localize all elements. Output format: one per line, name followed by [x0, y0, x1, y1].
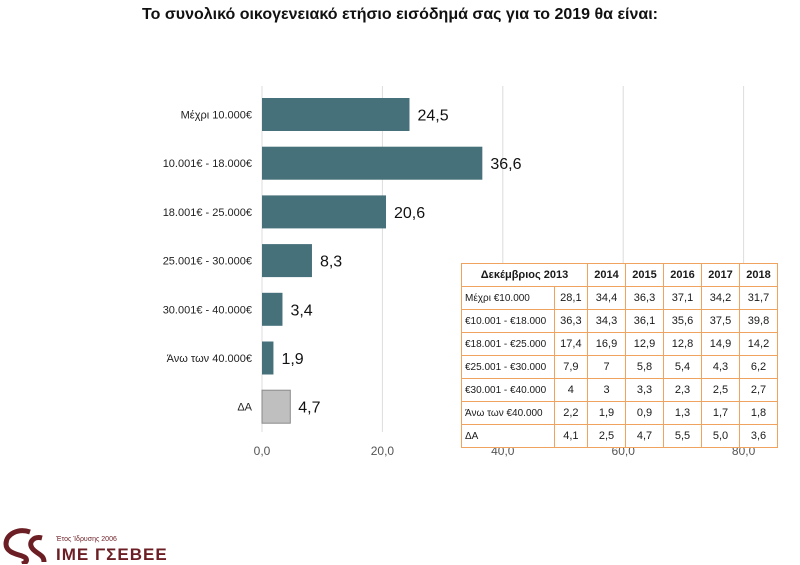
category-label: ΔΑ — [237, 402, 252, 414]
bar — [262, 195, 387, 229]
value-label: 24,5 — [417, 108, 448, 125]
history-table-row: €10.001 - €18.000 36,3 34,3 36,1 35,6 37,5 39,… — [461, 309, 778, 333]
table-cell: 2,5 — [701, 378, 740, 402]
bar — [262, 146, 483, 180]
row-label: €25.001 - €30.000 — [461, 355, 555, 379]
table-cell: 34,2 — [701, 286, 740, 310]
table-cell: 39,8 — [739, 309, 778, 333]
category-label: 10.001€ - 18.000€ — [163, 158, 252, 170]
table-cell: 2,5 — [587, 424, 626, 448]
bar — [262, 244, 312, 278]
table-cell: 1,8 — [739, 401, 778, 425]
table-cell: 1,7 — [701, 401, 740, 425]
table-cell: 4,7 — [625, 424, 664, 448]
chart-title: Το συνολικό οικογενειακό ετήσιο εισόδημά… — [142, 6, 658, 23]
history-table-row: €18.001 - €25.000 17,4 16,9 12,9 12,8 14,9 14,… — [461, 332, 778, 356]
table-cell: 1,9 — [587, 401, 626, 425]
history-table-row: ΔΑ 4,1 2,5 4,7 5,5 5,0 3,6 — [461, 424, 778, 448]
logo-tagline: Έτος Ίδρυσης 2006 — [56, 536, 117, 543]
header-cell: 2014 — [587, 263, 626, 287]
value-label: 20,6 — [394, 205, 425, 222]
table-cell: 12,9 — [625, 332, 664, 356]
table-cell: 14,9 — [701, 332, 740, 356]
history-table-row: Άνω των €40.000 2,2 1,9 0,9 1,3 1,7 1,8 — [461, 401, 778, 425]
row-label: €10.001 - €18.000 — [461, 309, 555, 333]
category-label: 18.001€ - 25.000€ — [163, 207, 252, 219]
category-label: 30.001€ - 40.000€ — [163, 304, 252, 316]
value-label: 1,9 — [281, 351, 303, 368]
ime-gsevee-logo: Έτος Ίδρυσης 2006 ΙΜΕ ΓΣΕΒΕΕ — [0, 520, 200, 565]
value-labels: 24,5 36,6 20,6 8,3 3,4 1,9 4,7 — [281, 108, 521, 417]
header-cell: 2016 — [663, 263, 702, 287]
table-cell: 34,3 — [587, 309, 626, 333]
table-cell: 36,3 — [553, 309, 589, 333]
table-cell: 1,3 — [663, 401, 702, 425]
table-cell: 4,3 — [701, 355, 740, 379]
row-label: ΔΑ — [461, 424, 555, 448]
row-label: Άνω των €40.000 — [461, 401, 555, 425]
table-cell: 5,8 — [625, 355, 664, 379]
value-label: 36,6 — [490, 156, 521, 173]
value-label: 8,3 — [320, 254, 342, 271]
table-cell: 12,8 — [663, 332, 702, 356]
table-cell: 3,6 — [739, 424, 778, 448]
table-cell: 0,9 — [625, 401, 664, 425]
header-cell: 2017 — [701, 263, 740, 287]
table-cell: 5,4 — [663, 355, 702, 379]
table-cell: 2,7 — [739, 378, 778, 402]
bar — [262, 341, 274, 375]
table-cell: 4,1 — [553, 424, 589, 448]
history-table-header-row: Δεκέμβριος 2013 2014 2015 2016 2017 2018 — [461, 263, 778, 287]
table-cell: 3,3 — [625, 378, 664, 402]
history-table-row: Μέχρι €10.000 28,1 34,4 36,3 37,1 34,2 31,7 — [461, 286, 778, 310]
header-cell: 2015 — [625, 263, 664, 287]
header-cell: 2018 — [739, 263, 778, 287]
table-cell: 34,4 — [587, 286, 626, 310]
x-tick-label: 0,0 — [254, 444, 271, 458]
category-label: 25.001€ - 30.000€ — [163, 256, 252, 268]
category-label: Μέχρι 10.000€ — [181, 110, 252, 122]
table-cell: 5,0 — [701, 424, 740, 448]
table-cell: 37,5 — [701, 309, 740, 333]
table-cell: 2,3 — [663, 378, 702, 402]
table-cell: 35,6 — [663, 309, 702, 333]
value-label: 3,4 — [290, 302, 312, 319]
bars — [261, 98, 483, 424]
category-label: Άνω των 40.000€ — [167, 353, 252, 365]
table-cell: 7 — [587, 355, 626, 379]
table-cell: 3 — [587, 378, 626, 402]
x-tick-label: 20,0 — [371, 444, 395, 458]
history-table-row: €30.001 - €40.000 4 3 3,3 2,3 2,5 2,7 — [461, 378, 778, 402]
table-cell: 6,2 — [739, 355, 778, 379]
table-cell: 16,9 — [587, 332, 626, 356]
table-cell: 37,1 — [663, 286, 702, 310]
row-label: €30.001 - €40.000 — [461, 378, 555, 402]
income-bar-chart: Μέχρι 10.000€ 10.001€ - 18.000€ 18.001€ - … — [163, 86, 756, 458]
value-label: 4,7 — [298, 400, 320, 417]
table-cell: 17,4 — [553, 332, 589, 356]
category-labels: Μέχρι 10.000€ 10.001€ - 18.000€ 18.001€ - … — [163, 110, 253, 414]
table-cell: 14,2 — [739, 332, 778, 356]
logo-name: ΙΜΕ ΓΣΕΒΕΕ — [56, 545, 168, 564]
table-cell: 5,5 — [663, 424, 702, 448]
header-cell: Δεκέμβριος 2013 — [461, 263, 588, 287]
logo-mark-icon — [3, 528, 47, 564]
table-cell: 31,7 — [739, 286, 778, 310]
table-cell: 36,3 — [625, 286, 664, 310]
row-label: €18.001 - €25.000 — [461, 332, 555, 356]
history-table: Δεκέμβριος 2013 2014 2015 2016 2017 2018… — [461, 263, 778, 448]
table-cell: 28,1 — [553, 286, 589, 310]
history-table-row: €25.001 - €30.000 7,9 7 5,8 5,4 4,3 6,2 — [461, 355, 778, 379]
row-label: Μέχρι €10.000 — [461, 286, 555, 310]
bar — [262, 98, 410, 131]
table-cell: 4 — [553, 378, 589, 402]
table-cell: 36,1 — [625, 309, 664, 333]
bar — [262, 292, 283, 326]
bar — [261, 389, 291, 424]
table-cell: 7,9 — [553, 355, 589, 379]
table-cell: 2,2 — [553, 401, 589, 425]
